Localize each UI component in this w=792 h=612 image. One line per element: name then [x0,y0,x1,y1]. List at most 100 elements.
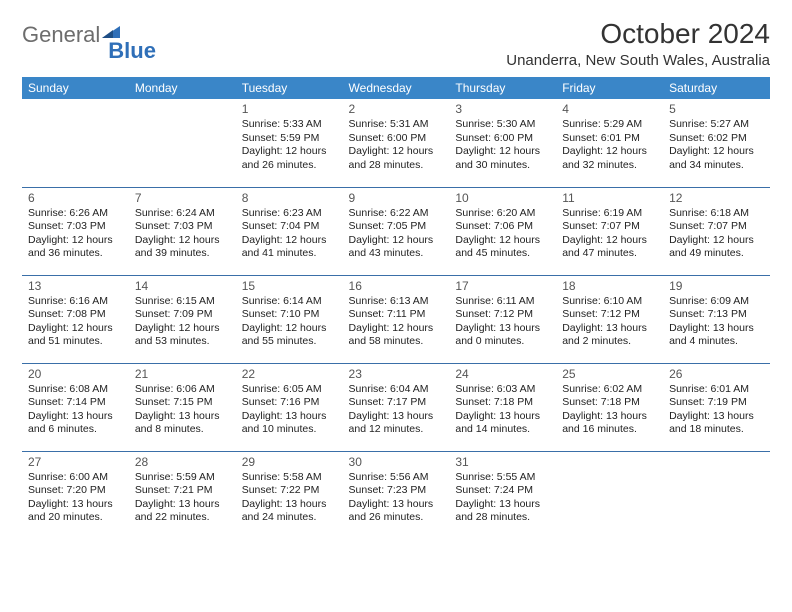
sunrise-line: Sunrise: 5:27 AM [669,118,764,131]
sunrise-line: Sunrise: 6:20 AM [455,207,550,220]
daylight-line: Daylight: 13 hours and 26 minutes. [349,498,444,525]
day-header: Wednesday [343,77,450,99]
sunrise-line: Sunrise: 6:18 AM [669,207,764,220]
sunset-line: Sunset: 5:59 PM [242,132,337,145]
calendar-cell: 26Sunrise: 6:01 AMSunset: 7:19 PMDayligh… [663,363,770,451]
day-number: 10 [455,191,550,206]
sunrise-line: Sunrise: 6:05 AM [242,383,337,396]
day-number: 1 [242,102,337,117]
calendar-cell: 7Sunrise: 6:24 AMSunset: 7:03 PMDaylight… [129,187,236,275]
daylight-line: Daylight: 13 hours and 10 minutes. [242,410,337,437]
daylight-line: Daylight: 12 hours and 49 minutes. [669,234,764,261]
daylight-line: Daylight: 12 hours and 47 minutes. [562,234,657,261]
sunrise-line: Sunrise: 5:29 AM [562,118,657,131]
calendar-cell: 24Sunrise: 6:03 AMSunset: 7:18 PMDayligh… [449,363,556,451]
location-text: Unanderra, New South Wales, Australia [506,52,770,69]
daylight-line: Daylight: 13 hours and 20 minutes. [28,498,123,525]
sunrise-line: Sunrise: 6:22 AM [349,207,444,220]
daylight-line: Daylight: 12 hours and 34 minutes. [669,145,764,172]
sunset-line: Sunset: 6:01 PM [562,132,657,145]
daylight-line: Daylight: 12 hours and 36 minutes. [28,234,123,261]
page-title: October 2024 [506,18,770,50]
day-number: 19 [669,279,764,294]
day-number: 5 [669,102,764,117]
sunset-line: Sunset: 7:08 PM [28,308,123,321]
day-number: 23 [349,367,444,382]
calendar-cell: 2Sunrise: 5:31 AMSunset: 6:00 PMDaylight… [343,99,450,187]
calendar-cell: 15Sunrise: 6:14 AMSunset: 7:10 PMDayligh… [236,275,343,363]
calendar-cell: 22Sunrise: 6:05 AMSunset: 7:16 PMDayligh… [236,363,343,451]
calendar-cell: 1Sunrise: 5:33 AMSunset: 5:59 PMDaylight… [236,99,343,187]
sunrise-line: Sunrise: 6:13 AM [349,295,444,308]
sunset-line: Sunset: 7:16 PM [242,396,337,409]
calendar-cell: 14Sunrise: 6:15 AMSunset: 7:09 PMDayligh… [129,275,236,363]
daylight-line: Daylight: 12 hours and 58 minutes. [349,322,444,349]
calendar-cell [22,99,129,187]
calendar-cell: 13Sunrise: 6:16 AMSunset: 7:08 PMDayligh… [22,275,129,363]
sunrise-line: Sunrise: 6:01 AM [669,383,764,396]
calendar-cell: 31Sunrise: 5:55 AMSunset: 7:24 PMDayligh… [449,451,556,539]
sunset-line: Sunset: 7:14 PM [28,396,123,409]
sunset-line: Sunset: 7:10 PM [242,308,337,321]
daylight-line: Daylight: 13 hours and 22 minutes. [135,498,230,525]
calendar-cell: 10Sunrise: 6:20 AMSunset: 7:06 PMDayligh… [449,187,556,275]
sunset-line: Sunset: 7:05 PM [349,220,444,233]
day-number: 20 [28,367,123,382]
daylight-line: Daylight: 13 hours and 0 minutes. [455,322,550,349]
calendar-cell: 23Sunrise: 6:04 AMSunset: 7:17 PMDayligh… [343,363,450,451]
sunrise-line: Sunrise: 5:56 AM [349,471,444,484]
day-number: 18 [562,279,657,294]
sunrise-line: Sunrise: 6:16 AM [28,295,123,308]
calendar-cell: 28Sunrise: 5:59 AMSunset: 7:21 PMDayligh… [129,451,236,539]
logo: General Blue [22,24,156,62]
day-number: 12 [669,191,764,206]
sunrise-line: Sunrise: 6:11 AM [455,295,550,308]
calendar-cell: 17Sunrise: 6:11 AMSunset: 7:12 PMDayligh… [449,275,556,363]
day-header: Saturday [663,77,770,99]
daylight-line: Daylight: 13 hours and 6 minutes. [28,410,123,437]
daylight-line: Daylight: 12 hours and 30 minutes. [455,145,550,172]
day-header: Monday [129,77,236,99]
daylight-line: Daylight: 13 hours and 14 minutes. [455,410,550,437]
day-number: 29 [242,455,337,470]
daylight-line: Daylight: 13 hours and 8 minutes. [135,410,230,437]
day-header: Sunday [22,77,129,99]
calendar-table: SundayMondayTuesdayWednesdayThursdayFrid… [22,77,770,539]
calendar-cell: 16Sunrise: 6:13 AMSunset: 7:11 PMDayligh… [343,275,450,363]
day-number: 2 [349,102,444,117]
sunset-line: Sunset: 7:17 PM [349,396,444,409]
daylight-line: Daylight: 12 hours and 41 minutes. [242,234,337,261]
sunset-line: Sunset: 7:03 PM [135,220,230,233]
day-number: 11 [562,191,657,206]
calendar-cell: 8Sunrise: 6:23 AMSunset: 7:04 PMDaylight… [236,187,343,275]
daylight-line: Daylight: 12 hours and 28 minutes. [349,145,444,172]
sunrise-line: Sunrise: 5:33 AM [242,118,337,131]
calendar-cell: 21Sunrise: 6:06 AMSunset: 7:15 PMDayligh… [129,363,236,451]
logo-text-1: General [22,24,100,46]
logo-triangle-icon [102,24,120,38]
daylight-line: Daylight: 13 hours and 24 minutes. [242,498,337,525]
day-number: 15 [242,279,337,294]
calendar-cell [129,99,236,187]
day-number: 14 [135,279,230,294]
calendar-cell: 11Sunrise: 6:19 AMSunset: 7:07 PMDayligh… [556,187,663,275]
sunset-line: Sunset: 7:21 PM [135,484,230,497]
sunset-line: Sunset: 7:15 PM [135,396,230,409]
calendar-cell: 12Sunrise: 6:18 AMSunset: 7:07 PMDayligh… [663,187,770,275]
sunset-line: Sunset: 7:04 PM [242,220,337,233]
day-number: 13 [28,279,123,294]
calendar-cell: 5Sunrise: 5:27 AMSunset: 6:02 PMDaylight… [663,99,770,187]
daylight-line: Daylight: 13 hours and 4 minutes. [669,322,764,349]
sunrise-line: Sunrise: 5:31 AM [349,118,444,131]
sunset-line: Sunset: 7:07 PM [669,220,764,233]
daylight-line: Daylight: 13 hours and 28 minutes. [455,498,550,525]
day-number: 17 [455,279,550,294]
sunrise-line: Sunrise: 6:24 AM [135,207,230,220]
calendar-cell: 25Sunrise: 6:02 AMSunset: 7:18 PMDayligh… [556,363,663,451]
day-number: 21 [135,367,230,382]
calendar-cell [663,451,770,539]
sunset-line: Sunset: 7:12 PM [562,308,657,321]
logo-text-2: Blue [108,40,156,62]
sunset-line: Sunset: 7:11 PM [349,308,444,321]
day-header: Tuesday [236,77,343,99]
